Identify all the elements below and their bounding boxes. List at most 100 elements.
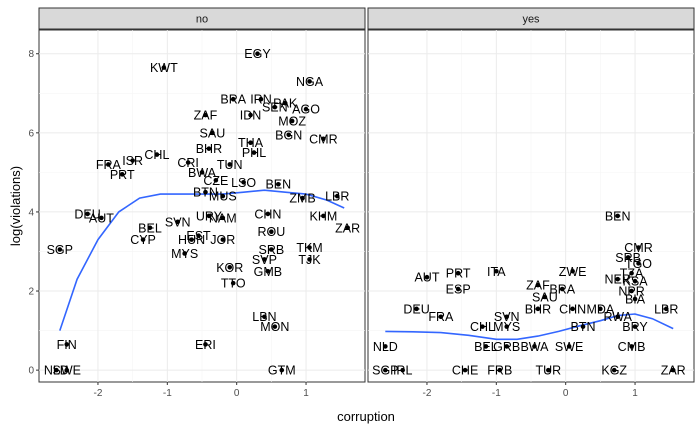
point-label: PHL [242,146,266,160]
point-label: CYP [130,233,156,247]
data-point [203,342,208,347]
data-point [504,314,510,320]
point-label: TZA [620,267,644,281]
data-point [383,344,388,349]
point-label: BHR [196,142,222,156]
data-point [272,104,278,110]
point-label: NAM [209,211,237,225]
point-label: IRL [393,364,413,378]
data-point [455,270,461,276]
data-point [629,288,634,294]
data-point [258,96,264,102]
data-point [230,96,236,102]
point-label: ZAR [335,221,360,235]
point-label: SEN [262,101,288,115]
point-label: CHN [559,302,586,316]
data-point [570,306,575,312]
data-point [282,100,288,106]
data-point [307,245,312,250]
data-point [504,344,510,349]
point-label: TKM [296,241,322,255]
data-point [161,65,167,70]
point-label: SGP [372,364,398,378]
data-point [670,367,676,373]
point-label: PRT [446,267,471,281]
data-point [220,215,226,221]
data-point [334,193,340,199]
smooth-line [385,313,674,341]
data-point [321,213,326,219]
data-point [262,257,267,262]
data-point [455,286,461,292]
data-point [400,367,405,373]
data-point [383,367,388,373]
x-axis-no: -2 -1 0 1 [94,382,309,399]
point-label: BWA [188,166,217,180]
data-point [580,324,586,329]
point-label: SVN [165,215,191,229]
data-point [611,367,617,373]
point-label: JOR [210,233,235,247]
x-tick-label: -2 [423,388,432,399]
data-point [262,314,267,320]
data-point [598,306,603,312]
facet-strip-label-yes: yes [522,14,540,26]
data-point [546,367,551,373]
data-point [64,342,70,347]
y-tick-label: 4 [28,207,34,218]
point-label: SAU [532,290,558,304]
point-label: LBR [325,190,349,204]
data-point [289,118,295,124]
point-label: TJK [298,253,321,267]
data-point [307,79,312,84]
point-label: ZAR [661,364,686,378]
point-label: ZAF [526,279,550,293]
point-label: GMB [254,265,282,279]
point-label: LBN [252,310,276,324]
data-point [615,276,621,282]
x-axis-title: corruption [337,409,395,424]
point-label: FRA [428,310,454,324]
point-label: FIN [57,338,77,352]
point-label: BRA [549,283,575,297]
point-label: MUS [209,190,237,204]
data-point [265,268,271,274]
point-label: FRB [487,364,512,378]
data-point [54,367,59,373]
point-label: KHM [309,209,337,223]
data-point [64,367,70,373]
y-tick-label: 2 [28,287,34,298]
data-point [632,296,638,302]
point-label: GTM [268,364,296,378]
data-point [220,193,226,199]
point-label: BRY [622,320,648,334]
point-label: SGP [47,243,73,257]
point-label: CMB [618,340,646,354]
data-point [275,181,281,187]
facet-strip-yes [367,7,695,30]
data-point [269,229,274,235]
data-point [636,261,641,266]
data-point [210,130,215,136]
point-label: ZAF [194,109,218,123]
data-point [119,172,125,177]
data-point [663,306,669,312]
smooth-curve-no [59,189,345,331]
point-label: KSA [623,275,649,289]
point-label: DEU [403,302,429,316]
y-axis: 0 2 4 6 8 [28,49,39,377]
point-label: TGO [625,257,652,271]
data-point [182,251,187,256]
point-label: BEL [138,221,162,235]
point-label: NGA [296,75,324,89]
data-point [147,225,153,231]
point-label: SVP [252,253,277,267]
point-label: THA [238,136,264,150]
data-point [629,344,634,349]
point-label: MOZ [278,114,306,128]
point-label: SWE [555,340,583,354]
